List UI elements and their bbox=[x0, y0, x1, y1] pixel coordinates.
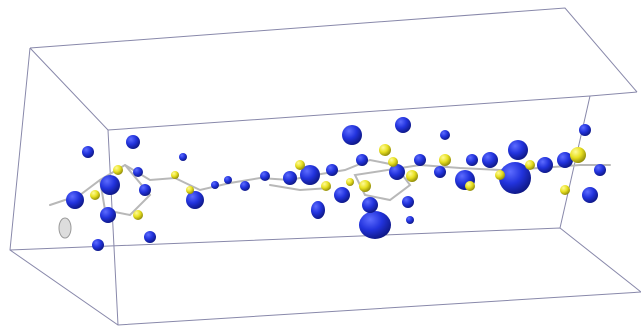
orbital-lobes bbox=[66, 117, 606, 251]
lobe-blue bbox=[395, 117, 411, 133]
scene bbox=[0, 0, 641, 330]
lobe-blue bbox=[434, 166, 446, 178]
lobe-blue bbox=[508, 140, 528, 160]
lobe-yellow bbox=[321, 181, 331, 191]
lobe-yellow bbox=[570, 147, 586, 163]
lobe-yellow bbox=[186, 186, 194, 194]
lobe-yellow bbox=[379, 144, 391, 156]
lobe-blue bbox=[359, 211, 391, 239]
lobe-blue bbox=[402, 196, 414, 208]
lobe-blue bbox=[139, 184, 151, 196]
lobe-blue bbox=[179, 153, 187, 161]
lobe-blue bbox=[240, 181, 250, 191]
lobe-blue bbox=[224, 176, 232, 184]
lobe-yellow bbox=[346, 178, 354, 186]
lobe-blue bbox=[537, 157, 553, 173]
lobe-blue bbox=[406, 216, 414, 224]
lobe-yellow bbox=[295, 160, 305, 170]
page bbox=[0, 0, 641, 330]
box-edge bbox=[108, 92, 637, 130]
lobe-blue bbox=[334, 187, 350, 203]
lobe-yellow bbox=[171, 171, 179, 179]
lobe-blue bbox=[342, 125, 362, 145]
lobe-yellow bbox=[465, 181, 475, 191]
lobe-yellow bbox=[90, 190, 100, 200]
lobe-yellow bbox=[495, 170, 505, 180]
lobe-blue bbox=[594, 164, 606, 176]
lobe-blue bbox=[311, 201, 325, 219]
lobe-yellow bbox=[113, 165, 123, 175]
lobe-blue bbox=[414, 154, 426, 166]
lobe-blue bbox=[82, 146, 94, 158]
lobe-blue bbox=[440, 130, 450, 140]
lobe-yellow bbox=[133, 210, 143, 220]
lobe-blue bbox=[100, 175, 120, 195]
lobe-blue bbox=[362, 197, 378, 213]
lobe-blue bbox=[482, 152, 498, 168]
lobe-yellow bbox=[439, 154, 451, 166]
lobe-yellow bbox=[388, 157, 398, 167]
lobe-yellow bbox=[525, 160, 535, 170]
lobe-blue bbox=[133, 167, 143, 177]
atom bbox=[59, 218, 71, 238]
lobe-blue bbox=[100, 207, 116, 223]
lobe-blue bbox=[260, 171, 270, 181]
box-edge bbox=[10, 228, 641, 292]
lobe-blue bbox=[579, 124, 591, 136]
bond bbox=[270, 185, 330, 190]
lobe-blue bbox=[283, 171, 297, 185]
lobe-blue bbox=[582, 187, 598, 203]
box-edge bbox=[30, 8, 637, 92]
lobe-yellow bbox=[406, 170, 418, 182]
lobe-blue bbox=[144, 231, 156, 243]
lobe-blue bbox=[92, 239, 104, 251]
lobe-blue bbox=[211, 181, 219, 189]
lobe-blue bbox=[126, 135, 140, 149]
lobe-blue bbox=[466, 154, 478, 166]
lobe-yellow bbox=[359, 180, 371, 192]
lobe-blue bbox=[356, 154, 368, 166]
lobe-blue bbox=[326, 164, 338, 176]
lobe-blue bbox=[66, 191, 84, 209]
lobe-yellow bbox=[560, 185, 570, 195]
